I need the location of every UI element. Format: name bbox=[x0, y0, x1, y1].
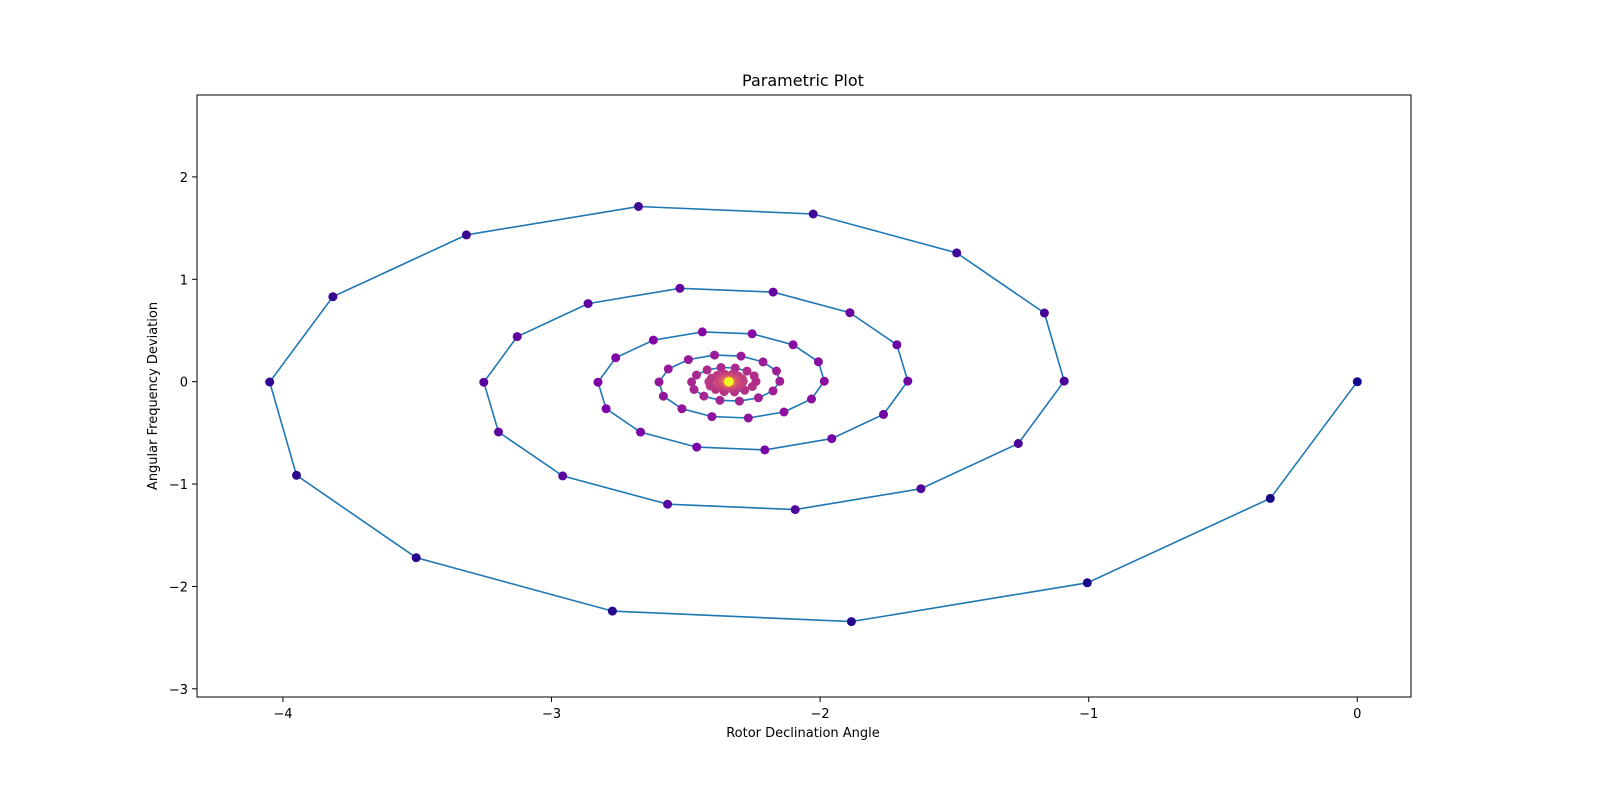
scatter-point bbox=[558, 471, 568, 481]
scatter-point bbox=[1082, 578, 1092, 588]
scatter-point bbox=[724, 377, 734, 387]
scatter-point bbox=[716, 363, 726, 372]
chart-title: Parametric Plot bbox=[742, 71, 864, 90]
scatter-point bbox=[892, 340, 902, 350]
y-tick-label: −3 bbox=[169, 683, 188, 698]
scatter-point bbox=[808, 209, 818, 219]
scatter-point bbox=[663, 364, 673, 374]
y-tick-label: 2 bbox=[180, 171, 188, 186]
scatter-point bbox=[790, 505, 800, 515]
scatter-point bbox=[636, 427, 645, 437]
scatter-point bbox=[328, 292, 338, 302]
scatter-points bbox=[265, 202, 1362, 627]
scatter-point bbox=[753, 393, 763, 403]
scatter-point bbox=[779, 407, 789, 417]
scatter-point bbox=[952, 248, 962, 258]
x-tick-label: −3 bbox=[542, 707, 561, 722]
scatter-point bbox=[692, 442, 702, 452]
scatter-point bbox=[768, 386, 778, 396]
x-tick-label: −2 bbox=[811, 707, 830, 722]
scatter-point bbox=[760, 445, 770, 455]
scatter-point bbox=[494, 427, 503, 437]
scatter-point bbox=[879, 409, 888, 419]
scatter-point bbox=[292, 470, 301, 480]
scatter-point bbox=[461, 230, 471, 240]
scatter-point bbox=[772, 366, 781, 376]
scatter-point bbox=[611, 353, 621, 363]
scatter-point bbox=[658, 391, 668, 401]
scatter-point bbox=[1013, 439, 1023, 448]
scatter-point bbox=[692, 370, 701, 380]
plot-area bbox=[265, 202, 1362, 627]
scatter-point bbox=[845, 308, 855, 318]
scatter-point bbox=[607, 606, 617, 616]
scatter-point bbox=[743, 413, 753, 423]
scatter-point bbox=[1265, 493, 1275, 503]
scatter-point bbox=[687, 377, 697, 387]
scatter-point bbox=[699, 391, 709, 401]
scatter-point bbox=[265, 377, 275, 387]
scatter-point bbox=[654, 377, 664, 387]
scatter-point bbox=[734, 396, 744, 406]
scatter-point bbox=[697, 327, 707, 337]
scatter-point bbox=[1059, 376, 1069, 386]
scatter-point bbox=[675, 283, 685, 293]
scatter-point bbox=[634, 202, 643, 211]
scatter-point bbox=[411, 553, 421, 563]
scatter-point bbox=[736, 351, 746, 361]
scatter-point bbox=[1039, 308, 1049, 318]
y-axis: −3 −2 −1 0 1 2 bbox=[169, 171, 197, 698]
scatter-point bbox=[601, 404, 611, 414]
y-tick-label: 1 bbox=[180, 273, 188, 288]
scatter-point bbox=[747, 382, 757, 391]
scatter-point bbox=[775, 376, 785, 386]
scatter-point bbox=[1352, 377, 1362, 387]
scatter-point bbox=[916, 484, 926, 494]
scatter-point bbox=[583, 299, 593, 309]
scatter-point bbox=[593, 377, 603, 387]
x-tick-label: 0 bbox=[1353, 707, 1361, 722]
scatter-point bbox=[702, 365, 712, 375]
scatter-point bbox=[846, 617, 856, 627]
scatter-point bbox=[747, 329, 757, 339]
y-axis-label: Angular Frequency Deviation bbox=[146, 302, 161, 490]
scatter-point bbox=[677, 404, 687, 414]
y-tick-label: −2 bbox=[169, 580, 188, 595]
scatter-point bbox=[707, 412, 717, 422]
x-axis: −4 −3 −2 −1 0 bbox=[273, 697, 1361, 722]
plot-frame bbox=[196, 94, 1412, 698]
scatter-point bbox=[742, 366, 752, 376]
trajectory-line bbox=[268, 205, 1358, 623]
x-axis-label: Rotor Declination Angle bbox=[726, 726, 880, 741]
scatter-point bbox=[827, 434, 837, 444]
scatter-point bbox=[768, 287, 778, 297]
scatter-point bbox=[807, 394, 816, 404]
scatter-point bbox=[788, 340, 798, 350]
scatter-point bbox=[479, 377, 489, 387]
scatter-point bbox=[758, 357, 768, 367]
scatter-point bbox=[689, 385, 699, 394]
y-tick-label: −1 bbox=[169, 478, 188, 493]
x-tick-label: −4 bbox=[273, 707, 292, 722]
y-tick-label: 0 bbox=[180, 376, 188, 391]
x-tick-label: −1 bbox=[1079, 707, 1098, 722]
scatter-point bbox=[903, 376, 913, 386]
scatter-point bbox=[512, 332, 522, 342]
scatter-point bbox=[663, 499, 673, 509]
scatter-point bbox=[710, 350, 719, 360]
scatter-point bbox=[715, 395, 725, 405]
scatter-point bbox=[819, 376, 829, 386]
scatter-point bbox=[813, 357, 823, 367]
scatter-point bbox=[648, 335, 658, 345]
scatter-point bbox=[683, 355, 693, 365]
